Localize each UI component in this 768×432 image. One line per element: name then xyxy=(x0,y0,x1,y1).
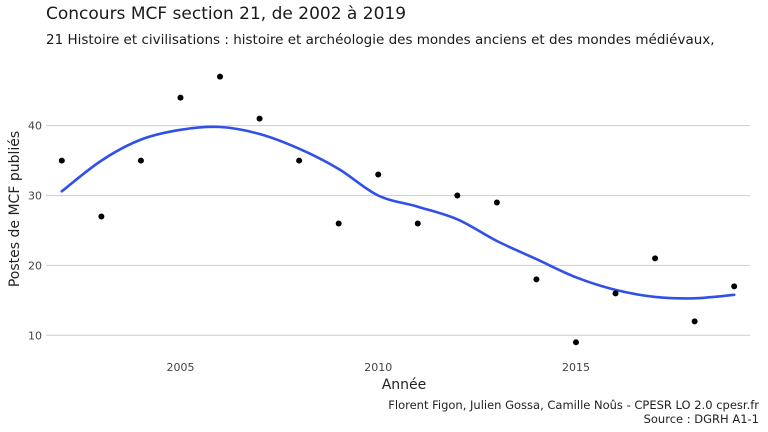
data-point xyxy=(691,318,698,325)
data-point xyxy=(414,220,421,227)
points-layer xyxy=(58,73,738,346)
trend-layer xyxy=(60,125,736,300)
x-axis-label: Année xyxy=(382,377,427,393)
data-point xyxy=(533,276,540,283)
data-point xyxy=(335,220,342,227)
data-point xyxy=(177,94,184,101)
grid-lines xyxy=(46,125,750,336)
data-point xyxy=(612,290,619,297)
data-point xyxy=(98,213,105,220)
data-point xyxy=(652,255,659,262)
data-point xyxy=(256,115,263,122)
data-point xyxy=(58,157,65,164)
data-point xyxy=(731,283,738,290)
data-point xyxy=(375,171,382,178)
data-point xyxy=(296,157,303,164)
data-point xyxy=(572,339,579,346)
x-tick-label: 2010 xyxy=(364,361,392,374)
y-axis-label: Postes de MCF publiés xyxy=(7,131,23,287)
y-tick-label: 20 xyxy=(28,259,42,272)
data-point xyxy=(493,199,500,206)
y-tick-label: 40 xyxy=(28,120,42,133)
x-tick-label: 2005 xyxy=(166,361,194,374)
chart-subtitle: 21 Histoire et civilisations : histoire … xyxy=(46,32,715,48)
y-tick-label: 10 xyxy=(28,329,42,342)
chart-title: Concours MCF section 21, de 2002 à 2019 xyxy=(46,4,407,24)
y-tick-label: 30 xyxy=(28,190,42,203)
data-point xyxy=(217,73,224,80)
caption-source: Source : DGRH A1-1 xyxy=(643,412,759,426)
tick-labels: 10 20 30 40 2005 2010 2015 xyxy=(28,120,590,374)
caption-credits: Florent Figon, Julien Gossa, Camille Noû… xyxy=(388,398,759,412)
x-tick-label: 2015 xyxy=(562,361,590,374)
data-point xyxy=(454,192,461,199)
data-point xyxy=(137,157,144,164)
trend-line xyxy=(60,125,736,300)
